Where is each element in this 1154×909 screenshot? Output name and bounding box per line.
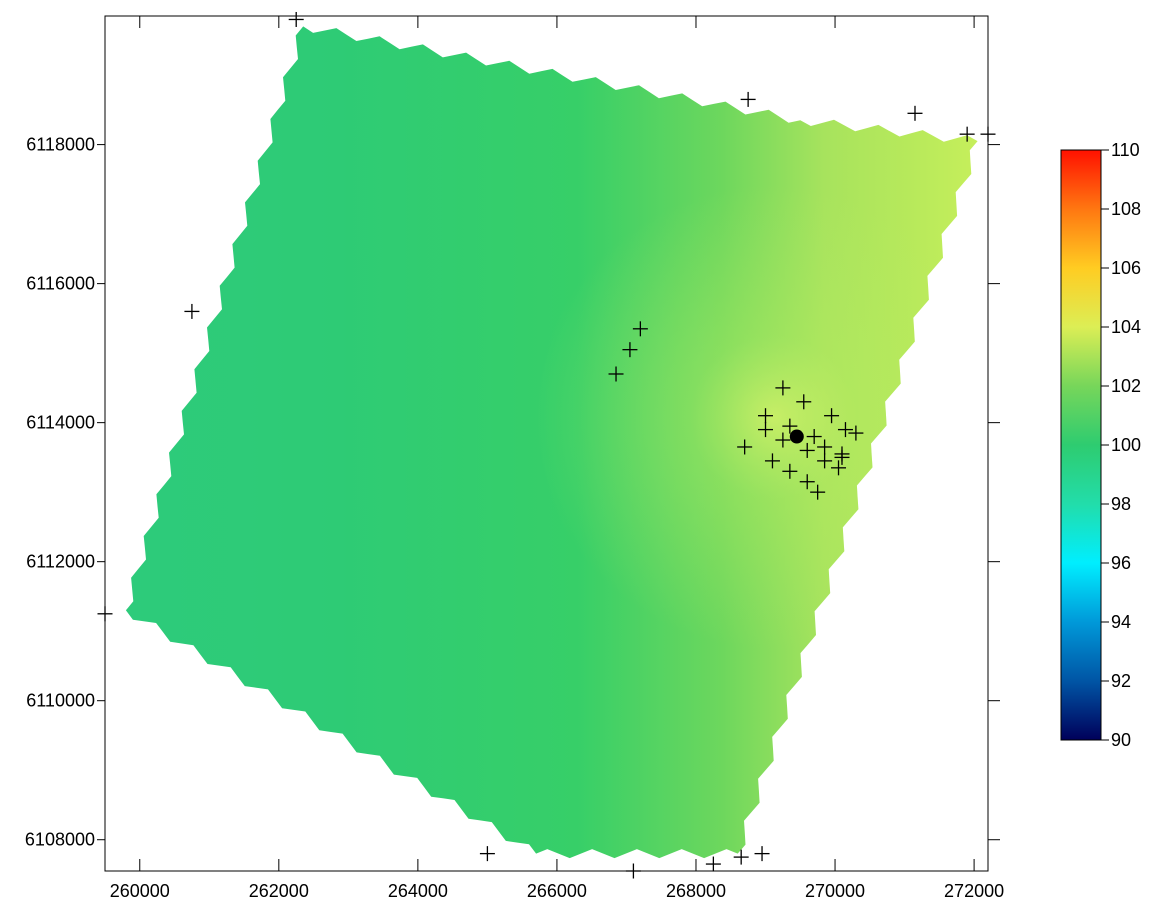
cross-marker: [479, 846, 495, 862]
cross-marker: [782, 463, 798, 479]
colorbar-label: 108: [1111, 199, 1141, 219]
cross-marker: [737, 439, 753, 455]
y-tick-label: 6110000: [26, 691, 95, 711]
cross-marker: [705, 856, 721, 872]
cross-marker: [959, 126, 975, 142]
cross-marker: [831, 460, 847, 476]
colorbar: 110 108 106 104 102 100 98 96 94 92 90: [1060, 140, 1141, 750]
colorbar-gradient: [1060, 149, 1102, 741]
colorbar-label: 106: [1111, 258, 1141, 278]
colorbar-label: 94: [1111, 612, 1131, 632]
cross-marker: [754, 846, 770, 862]
cross-marker: [758, 422, 774, 438]
colorbar-label: 110: [1111, 140, 1140, 160]
cross-marker: [608, 366, 624, 382]
cross-marker: [834, 449, 850, 465]
y-tick-label: 6116000: [26, 274, 95, 294]
x-tick-label: 262000: [249, 881, 309, 901]
cross-marker: [799, 442, 815, 458]
x-tick-label: 260000: [110, 881, 170, 901]
cross-marker: [806, 429, 822, 445]
cross-marker: [799, 474, 815, 490]
colorbar-label: 98: [1111, 494, 1131, 514]
cross-marker: [184, 303, 200, 319]
cross-marker: [740, 91, 756, 107]
cross-marker: [907, 105, 923, 121]
filled-point-marker: [789, 429, 804, 444]
cross-marker: [775, 432, 791, 448]
interpolated-surface: [125, 26, 978, 859]
cross-marker: [758, 408, 774, 424]
x-tick-label: 272000: [944, 881, 1004, 901]
y-tick-label: 6114000: [26, 413, 95, 433]
plot-frame: [104, 15, 989, 872]
y-axis: 6108000 6110000 6112000 6114000 6116000 61180…: [25, 135, 1000, 850]
cross-marker: [817, 453, 833, 469]
cross-marker: [632, 321, 648, 337]
x-tick-label: 264000: [388, 881, 448, 901]
colorbar-label: 102: [1111, 376, 1141, 396]
y-tick-label: 6118000: [26, 135, 95, 155]
cross-marker: [764, 453, 780, 469]
colorbar-label: 90: [1111, 730, 1131, 750]
cross-marker: [848, 425, 864, 441]
cross-marker: [837, 422, 853, 438]
colorbar-label: 92: [1111, 671, 1131, 691]
cross-marker: [775, 380, 791, 396]
cross-marker: [796, 394, 812, 410]
surface-hotspot: [125, 26, 978, 859]
cross-marker: [622, 342, 638, 358]
cross-marker: [810, 484, 826, 500]
x-tick-label: 270000: [805, 881, 865, 901]
x-tick-label: 266000: [527, 881, 587, 901]
cross-marker: [733, 849, 749, 865]
cross-marker: [782, 418, 798, 434]
cross-marker: [817, 439, 833, 455]
colorbar-label: 96: [1111, 553, 1131, 573]
colorbar-label: 100: [1111, 435, 1141, 455]
x-tick-label: 268000: [666, 881, 726, 901]
x-axis: 260000 262000 264000 266000 268000 270000 2720…: [110, 16, 1004, 901]
cross-marker: [824, 408, 840, 424]
sample-point-layer: [97, 11, 996, 879]
y-tick-label: 6108000: [25, 830, 95, 850]
cross-marker: [288, 11, 304, 27]
y-tick-label: 6112000: [26, 552, 95, 572]
colorbar-label: 104: [1111, 317, 1141, 337]
